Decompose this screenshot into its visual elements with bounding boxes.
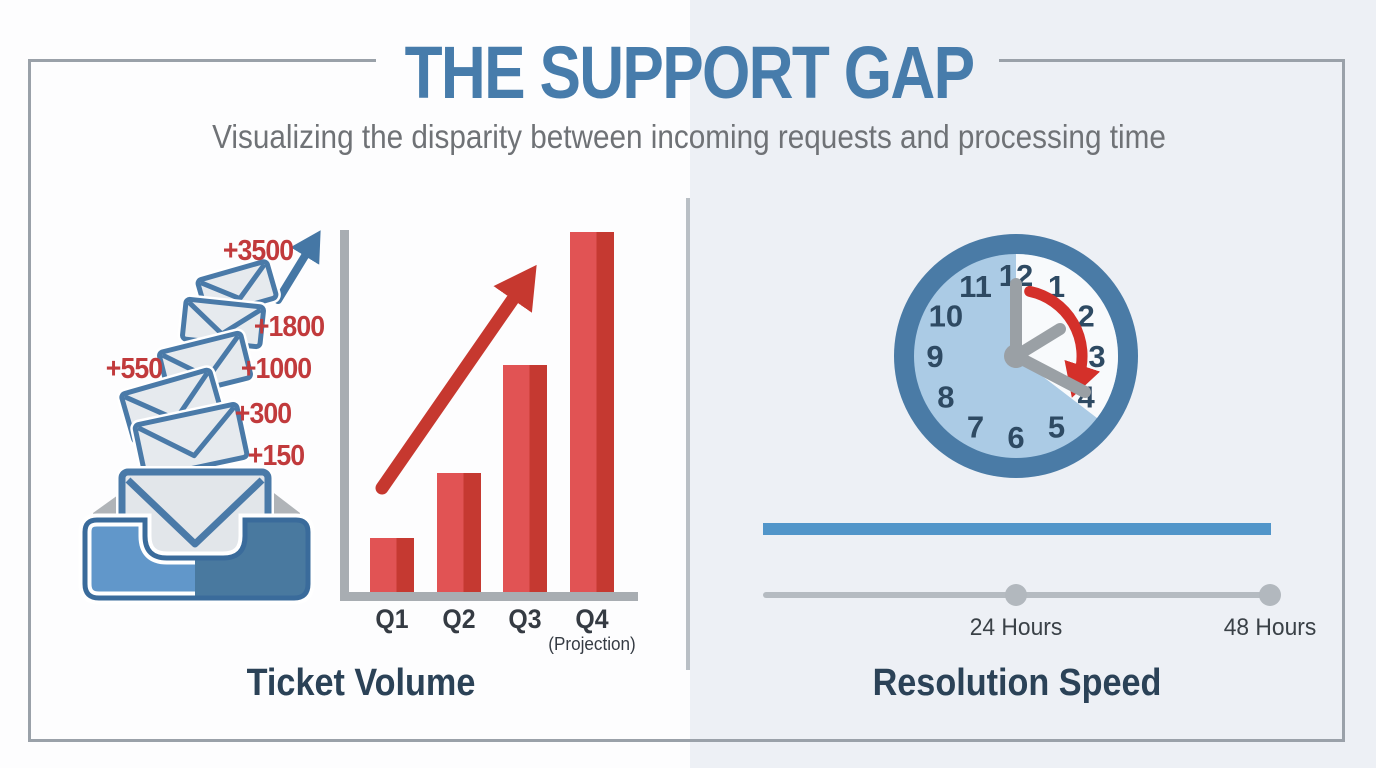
bar-q3 <box>503 365 547 592</box>
annotation-plus-3500: +3500 <box>222 235 294 267</box>
slider-handle-24h[interactable] <box>1005 584 1027 606</box>
clock-number-2: 2 <box>1077 299 1094 334</box>
chart-category-labels: Q1 Q2 Q3 Q4 <box>340 606 640 636</box>
frame-border-top-left <box>28 59 376 62</box>
right-panel-title: Resolution Speed <box>872 662 1162 704</box>
clock-number-6: 6 <box>1007 420 1024 455</box>
slider-handle-48h[interactable] <box>1259 584 1281 606</box>
bar-chart-bars <box>340 230 640 601</box>
resolution-progress-bar <box>763 523 1271 535</box>
clock-sweep-arrow-icon <box>1024 285 1101 398</box>
frame-border-bottom <box>28 739 1345 742</box>
chart-x-axis <box>340 592 638 601</box>
frame-border-right <box>1342 59 1345 742</box>
clock-number-11: 11 <box>959 269 992 304</box>
slider-label-48-hours: 48 Hours <box>1223 614 1317 641</box>
annotation-plus-550: +550 <box>105 353 163 385</box>
annotation-plus-1800: +1800 <box>253 311 325 343</box>
page-subtitle: Visualizing the disparity between incomi… <box>212 118 1166 155</box>
annotation-plus-300: +300 <box>234 398 292 430</box>
chart-category-q3: Q3 <box>508 604 542 634</box>
frame-border-top-right <box>999 59 1345 62</box>
frame-border-left <box>28 59 31 742</box>
clock-center-dot <box>1004 344 1028 368</box>
clock-number-9: 9 <box>926 339 943 374</box>
annotation-plus-1000: +1000 <box>240 353 312 385</box>
clock-number-8: 8 <box>937 380 954 415</box>
chart-category-q4: Q4 <box>575 604 609 634</box>
bar-q4 <box>570 232 614 592</box>
chart-y-axis <box>340 230 349 601</box>
clock-icon: 121234567891011 <box>894 234 1138 478</box>
chart-category-note: (Projection) <box>548 634 636 654</box>
chart-category-q2: Q2 <box>442 604 476 634</box>
page-title: THE SUPPORT GAP <box>404 31 976 114</box>
left-panel-title: Ticket Volume <box>246 662 476 704</box>
clock-number-10: 10 <box>929 299 963 334</box>
growth-arrow-icon <box>274 230 321 304</box>
clock-number-7: 7 <box>967 409 984 444</box>
bar-q1 <box>370 538 414 592</box>
slider-label-24-hours: 24 Hours <box>969 614 1063 641</box>
annotation-plus-150: +150 <box>247 440 305 472</box>
clock-number-5: 5 <box>1048 409 1065 444</box>
ticket-volume-bar-chart <box>340 230 640 601</box>
chart-category-q1: Q1 <box>375 604 409 634</box>
panel-divider <box>686 198 690 670</box>
clock-number-3: 3 <box>1088 339 1105 374</box>
bar-q2 <box>437 473 481 592</box>
inbox-envelope-stack-icon <box>78 230 321 605</box>
